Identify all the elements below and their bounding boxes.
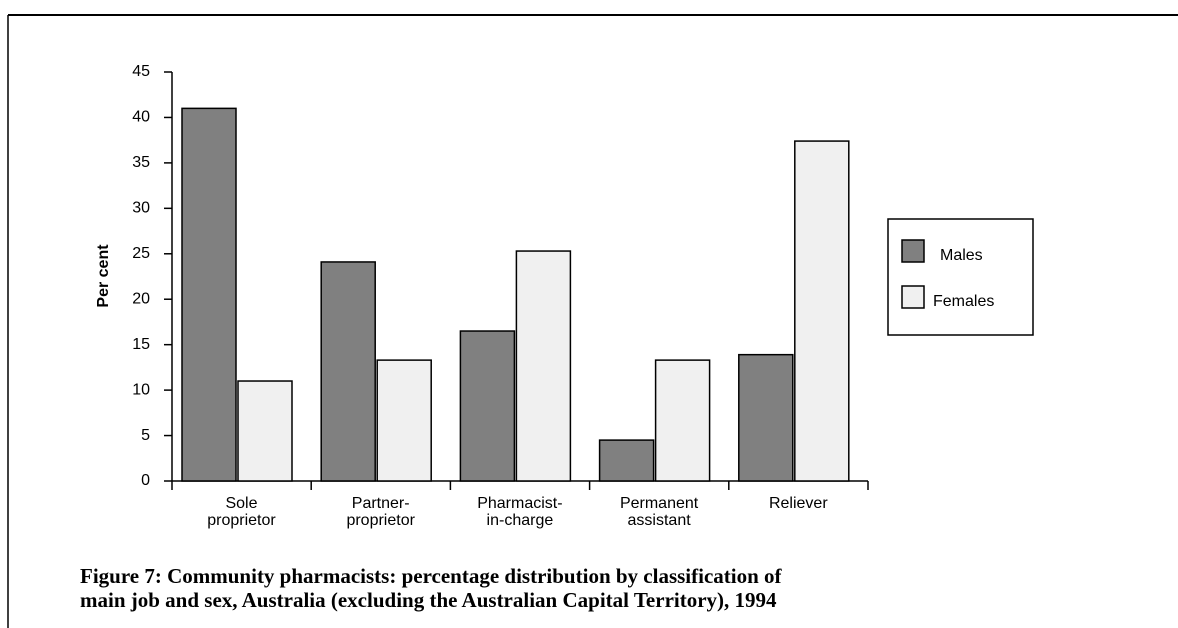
- y-tick-label: 15: [132, 336, 150, 353]
- y-tick-label: 10: [132, 381, 150, 398]
- legend-swatch: [901, 285, 925, 309]
- bar: [181, 107, 237, 482]
- legend-label: Males: [940, 247, 983, 264]
- legend-box: [887, 218, 1034, 336]
- bar: [237, 380, 293, 482]
- chart-title: Figure 7: Community pharmacists: percent…: [80, 564, 782, 612]
- bar: [794, 140, 850, 482]
- x-tick-label: Permanent assistant: [619, 495, 699, 529]
- bar: [515, 250, 572, 482]
- y-tick-label: 0: [141, 472, 150, 489]
- y-tick-label: 45: [132, 63, 150, 80]
- y-tick-label: 35: [132, 154, 150, 171]
- bar: [376, 359, 432, 482]
- x-tick-label: Partner- proprietor: [346, 495, 415, 529]
- y-tick-label: 40: [132, 109, 150, 126]
- y-tick-label: 20: [132, 290, 150, 307]
- bar: [320, 261, 376, 482]
- bar: [598, 439, 655, 482]
- legend-swatch: [901, 239, 925, 263]
- y-tick-label: 25: [132, 245, 150, 262]
- bar: [654, 359, 711, 482]
- bar: [459, 330, 516, 482]
- x-tick-label: Sole proprietor: [207, 495, 276, 529]
- y-axis-label: Per cent: [95, 244, 112, 308]
- x-tick-label: Pharmacist- in-charge: [477, 495, 563, 529]
- legend-label: Females: [933, 293, 994, 310]
- x-tick-label: Reliever: [768, 495, 828, 512]
- y-tick-label: 30: [132, 200, 150, 217]
- bar: [738, 353, 794, 482]
- y-tick-label: 5: [141, 427, 150, 444]
